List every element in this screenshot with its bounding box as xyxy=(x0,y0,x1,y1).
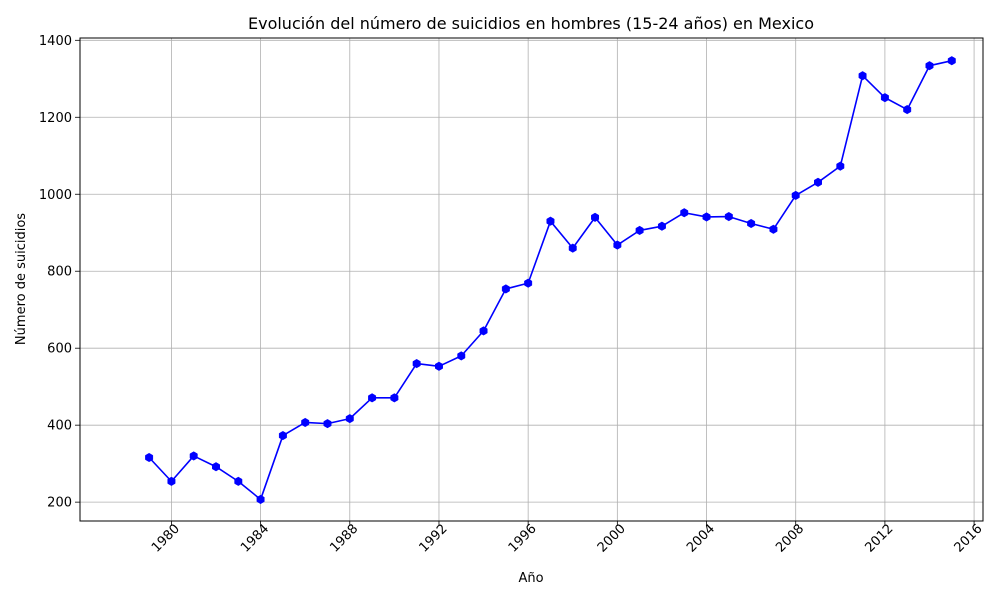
data-point-marker xyxy=(947,56,956,66)
data-point-marker xyxy=(546,216,555,226)
data-point-marker xyxy=(524,278,533,288)
y-tick-label: 1200 xyxy=(39,111,72,126)
y-tick-label: 1400 xyxy=(39,34,72,49)
data-point-marker xyxy=(747,218,756,229)
data-point-marker xyxy=(702,212,711,222)
data-point-marker xyxy=(457,351,466,361)
y-tick-label: 1000 xyxy=(39,188,72,203)
data-point-marker xyxy=(256,494,265,505)
grid-lines xyxy=(80,38,983,521)
data-point-marker xyxy=(278,430,287,441)
data-point-marker xyxy=(724,211,733,222)
data-point-marker xyxy=(613,240,622,250)
data-point-marker xyxy=(412,359,421,369)
data-point-marker xyxy=(189,451,198,461)
y-axis-ticks: 200 400 600 800 1000 1200 1400 xyxy=(39,34,80,511)
data-point-marker xyxy=(591,212,600,222)
plot-area-frame xyxy=(79,37,984,522)
data-point-marker xyxy=(680,208,689,218)
y-axis-label: Número de suicidios xyxy=(14,213,29,345)
data-point-marker xyxy=(479,326,488,336)
y-tick-label: 600 xyxy=(47,342,72,357)
data-point-marker xyxy=(301,417,310,428)
data-point-marker xyxy=(323,419,332,429)
data-point-marker xyxy=(368,393,377,403)
data-point-marker xyxy=(814,177,822,187)
data-point-marker xyxy=(925,61,934,71)
data-point-marker xyxy=(903,104,912,115)
data-point-marker xyxy=(858,71,867,81)
data-point-marker xyxy=(769,224,778,234)
data-point-marker xyxy=(501,284,510,294)
x-axis-label: Año xyxy=(518,571,543,586)
data-point-marker xyxy=(390,393,399,403)
data-point-marker xyxy=(836,161,845,171)
data-point-marker xyxy=(212,462,220,472)
y-tick-label: 800 xyxy=(47,265,72,280)
data-point-marker xyxy=(880,93,889,103)
data-point-marker xyxy=(345,414,354,424)
data-point-marker xyxy=(657,221,666,231)
data-point-marker xyxy=(568,243,577,253)
data-point-marker xyxy=(167,476,176,486)
y-tick-label: 200 xyxy=(47,496,72,511)
chart-title: Evolución del número de suicidios en hom… xyxy=(248,14,814,33)
data-point-marker xyxy=(234,476,243,486)
data-point-marker xyxy=(791,190,800,200)
y-tick-label: 400 xyxy=(47,419,72,434)
data-point-marker xyxy=(635,225,644,236)
series-layer xyxy=(145,56,956,505)
data-point-marker xyxy=(145,452,154,463)
data-point-marker xyxy=(435,361,443,371)
